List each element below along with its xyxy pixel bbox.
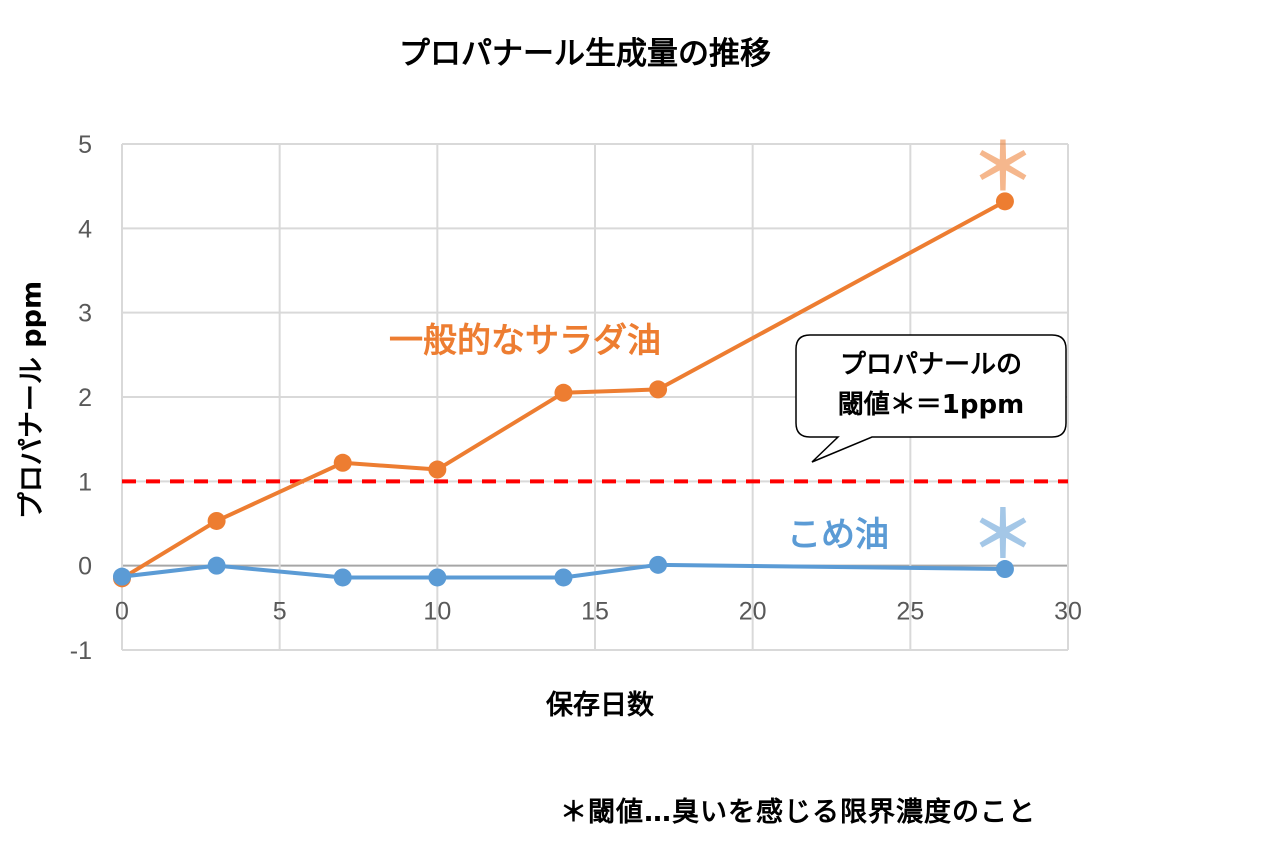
callout-text-line: プロパナールの bbox=[840, 350, 1022, 380]
x-axis-label: 保存日数 bbox=[546, 690, 654, 721]
y-tick-label: 2 bbox=[78, 384, 92, 412]
x-tick-label: 10 bbox=[423, 598, 451, 626]
x-tick-label: 5 bbox=[273, 598, 287, 626]
y-tick-label: -1 bbox=[70, 637, 92, 665]
data-point bbox=[554, 568, 573, 587]
y-tick-label: 4 bbox=[78, 215, 92, 243]
series-label-salad-oil: 一般的なサラダ油 bbox=[389, 321, 661, 361]
x-tick-label: 20 bbox=[739, 598, 767, 626]
data-point bbox=[995, 192, 1014, 211]
data-point bbox=[207, 556, 226, 575]
data-point bbox=[333, 453, 352, 472]
footnote: ＊閾値…臭いを感じる限界濃度のこと bbox=[560, 797, 1036, 828]
series-label-rice-oil: こめ油 bbox=[787, 515, 889, 555]
data-point bbox=[113, 567, 131, 586]
x-tick-label: 25 bbox=[896, 598, 924, 626]
y-tick-label: 1 bbox=[78, 468, 92, 496]
y-tick-label: 0 bbox=[78, 553, 92, 581]
data-point bbox=[554, 383, 573, 402]
x-tick-label: 15 bbox=[581, 598, 609, 626]
data-point bbox=[333, 568, 352, 587]
callout-text-line: 閾値＊＝1ppm bbox=[838, 390, 1024, 420]
data-point bbox=[995, 560, 1014, 579]
data-point bbox=[428, 460, 447, 479]
data-point bbox=[207, 511, 226, 530]
x-tick-label: 30 bbox=[1054, 598, 1082, 626]
series-end-asterisk: ＊ bbox=[971, 131, 1035, 205]
x-tick-label: 0 bbox=[115, 598, 129, 626]
data-point bbox=[649, 380, 668, 399]
chart-title: プロパナール生成量の推移 bbox=[399, 36, 771, 72]
y-tick-label: 3 bbox=[78, 300, 92, 328]
y-tick-label: 5 bbox=[78, 131, 92, 159]
data-point bbox=[649, 555, 668, 574]
series-end-asterisk: ＊ bbox=[971, 499, 1035, 573]
callout-bubble bbox=[795, 334, 1067, 463]
data-point bbox=[428, 568, 447, 587]
